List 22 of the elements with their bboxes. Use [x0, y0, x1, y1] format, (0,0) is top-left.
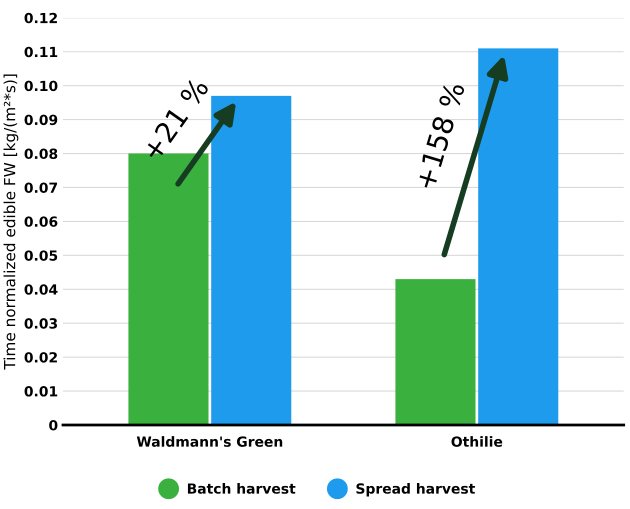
annotation: +21 %	[140, 76, 210, 162]
y-tick-label: 0.06	[24, 216, 58, 227]
y-tick-label: 0.02	[24, 352, 57, 363]
y-tick-label: 0	[49, 420, 58, 430]
y-tick-label: 0.05	[24, 250, 58, 261]
y-tick-label: 0.09	[24, 114, 58, 126]
y-tick-label: 0.07	[24, 182, 58, 193]
bar	[395, 279, 476, 426]
y-axis-title: Time normalized edible FW [kg/(m²*s)]	[4, 74, 18, 370]
x-tick-label: Waldmann's Green	[136, 436, 282, 447]
y-tick-label: 0.03	[24, 318, 58, 329]
y-tick-label: 0.04	[24, 284, 58, 295]
x-tick-label: Othilie	[452, 436, 502, 447]
y-tick-label: 0.01	[24, 386, 58, 397]
bar	[211, 96, 292, 426]
annotation: +158 %	[414, 81, 466, 190]
y-tick-label: 0.11	[24, 46, 58, 58]
legend-label: Spread harvest	[356, 483, 475, 496]
y-tick-label: 0.12	[24, 12, 57, 24]
y-tick-label: 0.10	[24, 80, 58, 92]
legend-label: Batch harvest	[188, 483, 296, 494]
y-tick-label: 0.08	[24, 148, 58, 160]
